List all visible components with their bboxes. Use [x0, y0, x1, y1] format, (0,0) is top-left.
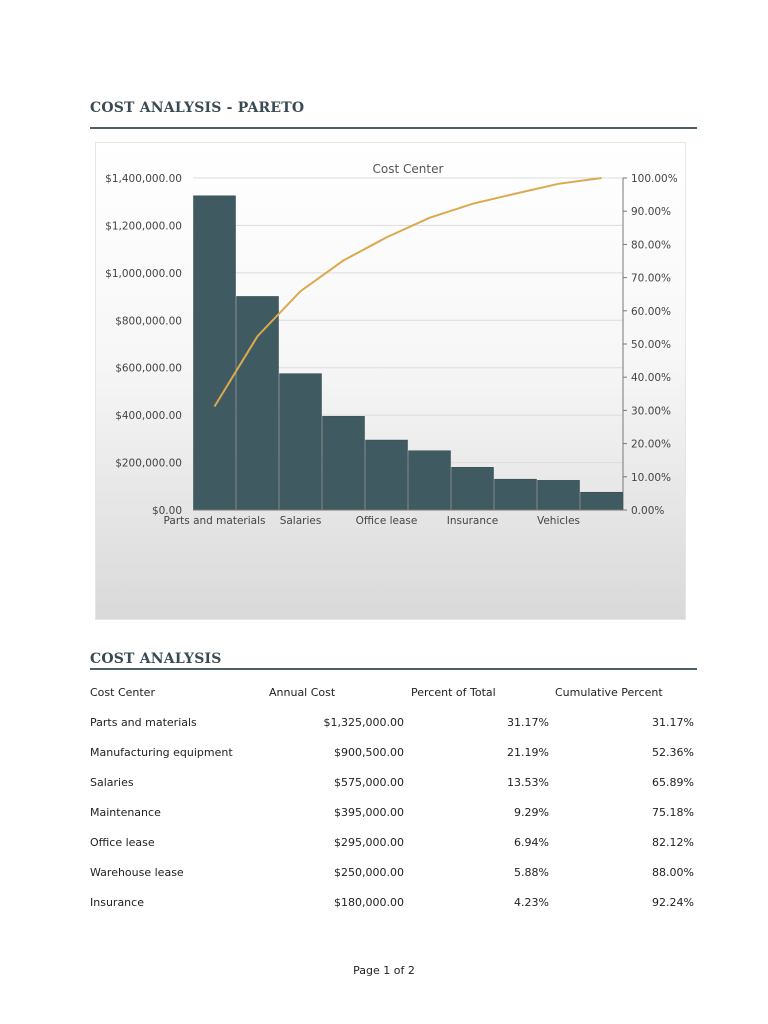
- bar: [322, 416, 365, 511]
- bar: [451, 467, 494, 511]
- cell-cost-center: Parts and materials: [90, 716, 197, 729]
- cell-percent-total: 31.17%: [507, 716, 549, 729]
- y2-tick-label: 70.00%: [631, 273, 671, 285]
- cell-cost-center: Warehouse lease: [90, 866, 184, 879]
- cell-cumulative-percent: 92.24%: [652, 896, 694, 909]
- cell-cumulative-percent: 65.89%: [652, 776, 694, 789]
- y2-tick-label: 60.00%: [631, 306, 671, 318]
- pareto-chart: Cost Center $0.00 $200,000.00 $400,000.00 $6…: [95, 142, 686, 620]
- cell-cumulative-percent: 82.12%: [652, 836, 694, 849]
- table-row: Parts and materials $1,325,000.00 31.17% 31…: [90, 710, 700, 740]
- cell-annual-cost: $900,500.00: [334, 746, 404, 759]
- x-tick-label: Office lease: [356, 515, 418, 527]
- cell-annual-cost: $1,325,000.00: [323, 716, 404, 729]
- table-row: Manufacturing equipment $900,500.00 21.19%…: [90, 740, 700, 770]
- y2-tick-label: 20.00%: [631, 439, 671, 451]
- cell-percent-total: 4.23%: [514, 896, 549, 909]
- pareto-chart-svg: Cost Center $0.00 $200,000.00 $400,000.00 $6…: [105, 162, 678, 527]
- cell-annual-cost: $295,000.00: [334, 836, 404, 849]
- x-tick-label: Vehicles: [537, 515, 580, 527]
- cell-percent-total: 6.94%: [514, 836, 549, 849]
- cost-table: Cost Center Annual Cost Percent of Total…: [90, 680, 700, 920]
- bar: [365, 439, 408, 511]
- header-percent-total: Percent of Total: [411, 686, 496, 699]
- bar: [236, 296, 279, 511]
- x-tick-label: Parts and materials: [164, 515, 266, 527]
- cell-cost-center: Manufacturing equipment: [90, 746, 233, 759]
- y2-tick-label: 50.00%: [631, 339, 671, 351]
- cell-cost-center: Maintenance: [90, 806, 161, 819]
- cell-annual-cost: $250,000.00: [334, 866, 404, 879]
- header-cost-center: Cost Center: [90, 686, 155, 699]
- bar: [408, 450, 451, 511]
- cell-percent-total: 13.53%: [507, 776, 549, 789]
- bar: [494, 478, 537, 511]
- y-tick-label: $200,000.00: [115, 458, 182, 470]
- y2-tick-label: 90.00%: [631, 206, 671, 218]
- header-cumulative-percent: Cumulative Percent: [555, 686, 663, 699]
- bar: [580, 491, 623, 511]
- cell-cost-center: Office lease: [90, 836, 155, 849]
- bar: [279, 373, 322, 511]
- y2-tick-label: 10.00%: [631, 472, 671, 484]
- y-tick-label: $1,000,000.00: [105, 268, 182, 280]
- y-tick-label: $1,400,000.00: [105, 173, 182, 185]
- cell-percent-total: 9.29%: [514, 806, 549, 819]
- cell-cumulative-percent: 31.17%: [652, 716, 694, 729]
- cell-percent-total: 5.88%: [514, 866, 549, 879]
- section-divider: [90, 668, 697, 670]
- bar: [193, 195, 236, 511]
- y2-tick-label: 100.00%: [631, 173, 678, 185]
- table-section-title: COST ANALYSIS: [90, 651, 222, 667]
- y2-tick-label: 80.00%: [631, 239, 671, 251]
- cell-percent-total: 21.19%: [507, 746, 549, 759]
- table-row: Office lease $295,000.00 6.94% 82.12%: [90, 830, 700, 860]
- y-tick-label: $600,000.00: [115, 363, 182, 375]
- x-tick-label: Salaries: [280, 515, 322, 527]
- pareto-section-title: COST ANALYSIS - PARETO: [90, 100, 305, 116]
- bar: [537, 480, 580, 511]
- header-annual-cost: Annual Cost: [269, 686, 336, 699]
- table-row: Maintenance $395,000.00 9.29% 75.18%: [90, 800, 700, 830]
- table-row: Salaries $575,000.00 13.53% 65.89%: [90, 770, 700, 800]
- y-tick-label: $800,000.00: [115, 315, 182, 327]
- cell-cost-center: Salaries: [90, 776, 134, 789]
- table-header-row: Cost Center Annual Cost Percent of Total…: [90, 680, 700, 710]
- y-tick-label: $1,200,000.00: [105, 220, 182, 232]
- table-row: Warehouse lease $250,000.00 5.88% 88.00%: [90, 860, 700, 890]
- cell-cumulative-percent: 52.36%: [652, 746, 694, 759]
- y2-tick-label: 0.00%: [631, 505, 664, 517]
- cell-annual-cost: $395,000.00: [334, 806, 404, 819]
- table-row: Insurance $180,000.00 4.23% 92.24%: [90, 890, 700, 920]
- table-body: Parts and materials $1,325,000.00 31.17% 31…: [90, 710, 700, 920]
- y2-tick-label: 40.00%: [631, 372, 671, 384]
- cumulative-line: [213, 177, 602, 408]
- y-tick-label: $0.00: [152, 505, 182, 517]
- cell-annual-cost: $575,000.00: [334, 776, 404, 789]
- chart-title: Cost Center: [373, 162, 444, 176]
- cell-cumulative-percent: 88.00%: [652, 866, 694, 879]
- y-tick-label: $400,000.00: [115, 410, 182, 422]
- cell-annual-cost: $180,000.00: [334, 896, 404, 909]
- cell-cumulative-percent: 75.18%: [652, 806, 694, 819]
- y2-tick-label: 30.00%: [631, 405, 671, 417]
- page-number: Page 1 of 2: [353, 964, 415, 977]
- cell-cost-center: Insurance: [90, 896, 144, 909]
- section-divider: [90, 127, 697, 129]
- x-tick-label: Insurance: [447, 515, 499, 527]
